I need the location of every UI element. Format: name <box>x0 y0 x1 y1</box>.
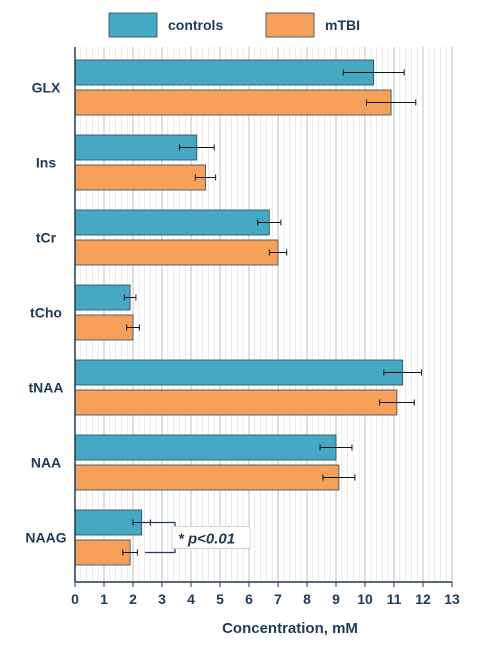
error-bar-controls-glx <box>342 69 405 76</box>
error-bar-controls-tcho <box>123 294 137 301</box>
bar-controls-tcr <box>74 209 270 236</box>
bar-controls-glx <box>74 59 375 86</box>
category-label-tnaa: tNAA <box>29 380 64 396</box>
error-bar-mtbi-tcho <box>126 324 140 331</box>
bar-mtbi-tnaa <box>74 389 398 416</box>
bar-mtbi-tcho <box>74 314 134 341</box>
bar-controls-tnaa <box>74 359 404 386</box>
x-axis-title: Concentration, mM <box>222 620 358 637</box>
bar-controls-tcho <box>74 284 131 311</box>
error-bar-controls-tcr <box>257 219 282 226</box>
x-tick-label: 5 <box>216 591 224 607</box>
annotation-box <box>171 526 251 549</box>
x-tick-label: 2 <box>129 591 137 607</box>
significance-annotation: * p<0.01 <box>145 521 251 554</box>
x-tick-label: 12 <box>415 591 431 607</box>
error-bar-mtbi-ins <box>194 174 217 181</box>
legend-swatch-controls <box>108 12 158 38</box>
error-bar-mtbi-naag <box>122 549 138 556</box>
legend-swatch-mtbi <box>265 12 315 38</box>
bar-mtbi-glx <box>74 89 392 116</box>
x-tick-label: 6 <box>245 591 253 607</box>
x-tick-label: 11 <box>387 591 402 607</box>
category-label-naa: NAA <box>31 455 61 471</box>
legend-label-controls: controls <box>168 17 223 33</box>
error-bar-mtbi-tcr <box>268 249 288 256</box>
significance-bracket <box>145 521 176 554</box>
bar-controls-naa <box>74 434 337 461</box>
category-labels: GLX Ins tCr tCho tNAA NAA NAAG <box>25 80 66 546</box>
bar-mtbi-tcr <box>74 239 279 266</box>
category-label-tcho: tCho <box>30 305 62 321</box>
bars <box>74 59 404 566</box>
category-label-glx: GLX <box>32 80 61 96</box>
error-bar-controls-ins <box>178 144 215 151</box>
error-bar-controls-tnaa <box>383 369 423 376</box>
x-tick-label: 10 <box>357 591 373 607</box>
x-tick-label: 8 <box>303 591 311 607</box>
bar-mtbi-naag <box>74 539 131 566</box>
annotation-text: * p<0.01 <box>178 531 235 548</box>
x-tick-label: 1 <box>100 591 108 607</box>
error-bars <box>122 69 423 556</box>
x-tick-label: 7 <box>274 591 282 607</box>
x-tick-label: 3 <box>158 591 166 607</box>
legend: controls mTBI <box>108 12 360 38</box>
bar-controls-naag <box>74 509 143 536</box>
x-tick-label: 0 <box>71 591 79 607</box>
error-bar-controls-naa <box>319 444 353 451</box>
error-bar-mtbi-tnaa <box>379 399 415 406</box>
error-bar-mtbi-glx <box>365 99 417 106</box>
bar-mtbi-ins <box>74 164 206 191</box>
category-label-naag: NAAG <box>25 530 66 546</box>
grid-lines <box>80 47 453 582</box>
x-tick-label: 9 <box>332 591 340 607</box>
category-label-tcr: tCr <box>36 230 57 246</box>
category-label-ins: Ins <box>36 155 56 171</box>
legend-label-mtbi: mTBI <box>325 17 360 33</box>
x-tick-label: 4 <box>187 591 195 607</box>
bar-mtbi-naa <box>74 464 340 491</box>
bar-controls-ins <box>74 134 198 161</box>
error-bar-mtbi-naa <box>322 474 356 481</box>
x-axis: 0 1 2 3 4 5 6 7 8 9 10 11 12 13 <box>71 47 460 607</box>
x-tick-label: 13 <box>444 591 460 607</box>
